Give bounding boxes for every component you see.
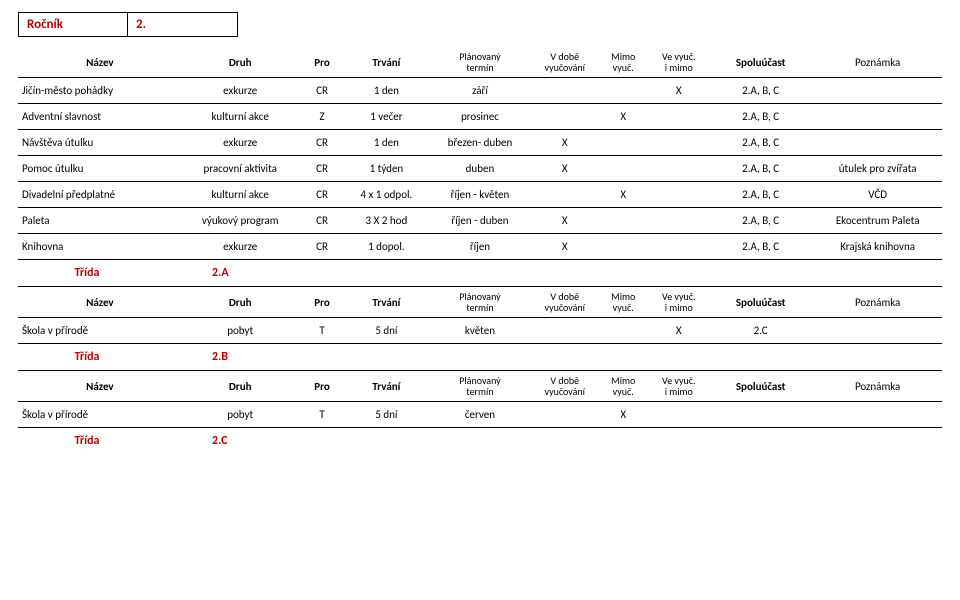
table-a: Název Druh Pro Trvání Plánovanýtermín V … <box>18 287 942 344</box>
table-row: Adventní slavnostkulturní akceZ1 večerpr… <box>18 104 942 130</box>
trida-a: Třída 2.A <box>18 260 942 287</box>
table-row: Divadelní předplatnékulturní akceCR4 x 1… <box>18 182 942 208</box>
hdr-pozn: Poznámka <box>813 47 942 78</box>
table-row: Paletavýukový programCR3 X 2 hodříjen - … <box>18 208 942 234</box>
trida-b: Třída 2.B <box>18 344 942 371</box>
hdr-termin: Plánovanýtermín <box>427 47 532 78</box>
header-row-a: Název Druh Pro Trvání Plánovanýtermín V … <box>18 287 942 318</box>
hdr-trvani: Trvání <box>345 47 427 78</box>
table-b: Název Druh Pro Trvání Plánovanýtermín V … <box>18 371 942 428</box>
rocnik-value: 2. <box>128 12 238 37</box>
table-row: Škola v příroděpobytT5 dníkvětenX2.C <box>18 318 942 344</box>
table-row: Škola v příroděpobytT5 dníčervenX <box>18 402 942 428</box>
hdr-nazev: Název <box>18 47 182 78</box>
table-row: Pomoc útulkupracovní aktivitaCR1 týdendu… <box>18 156 942 182</box>
trida-c: Třída 2.C <box>18 428 942 454</box>
hdr-vevyuc: Ve vyuč.i mimo <box>650 47 708 78</box>
hdr-druh: Druh <box>182 47 299 78</box>
header-row-b: Název Druh Pro Trvání Plánovanýtermín V … <box>18 371 942 402</box>
table-row: Návštěva útulkuexkurzeCR1 denbřezen- dub… <box>18 130 942 156</box>
hdr-pro: Pro <box>299 47 346 78</box>
hdr-vdobe: V doběvyučování <box>533 47 597 78</box>
hdr-mimo: Mimovyuč. <box>597 47 650 78</box>
main-table: Název Druh Pro Trvání Plánovanýtermín V … <box>18 47 942 260</box>
rocnik-label: Ročník <box>18 12 128 37</box>
hdr-spolu: Spoluúčast <box>708 47 813 78</box>
rocnik-header: Ročník 2. <box>18 12 942 37</box>
header-row: Název Druh Pro Trvání Plánovanýtermín V … <box>18 47 942 78</box>
table-row: KnihovnaexkurzeCR1 dopol.říjenX2.A, B, C… <box>18 234 942 260</box>
table-row: Jičín-město pohádkyexkurzeCR1 denzáříX2.… <box>18 78 942 104</box>
